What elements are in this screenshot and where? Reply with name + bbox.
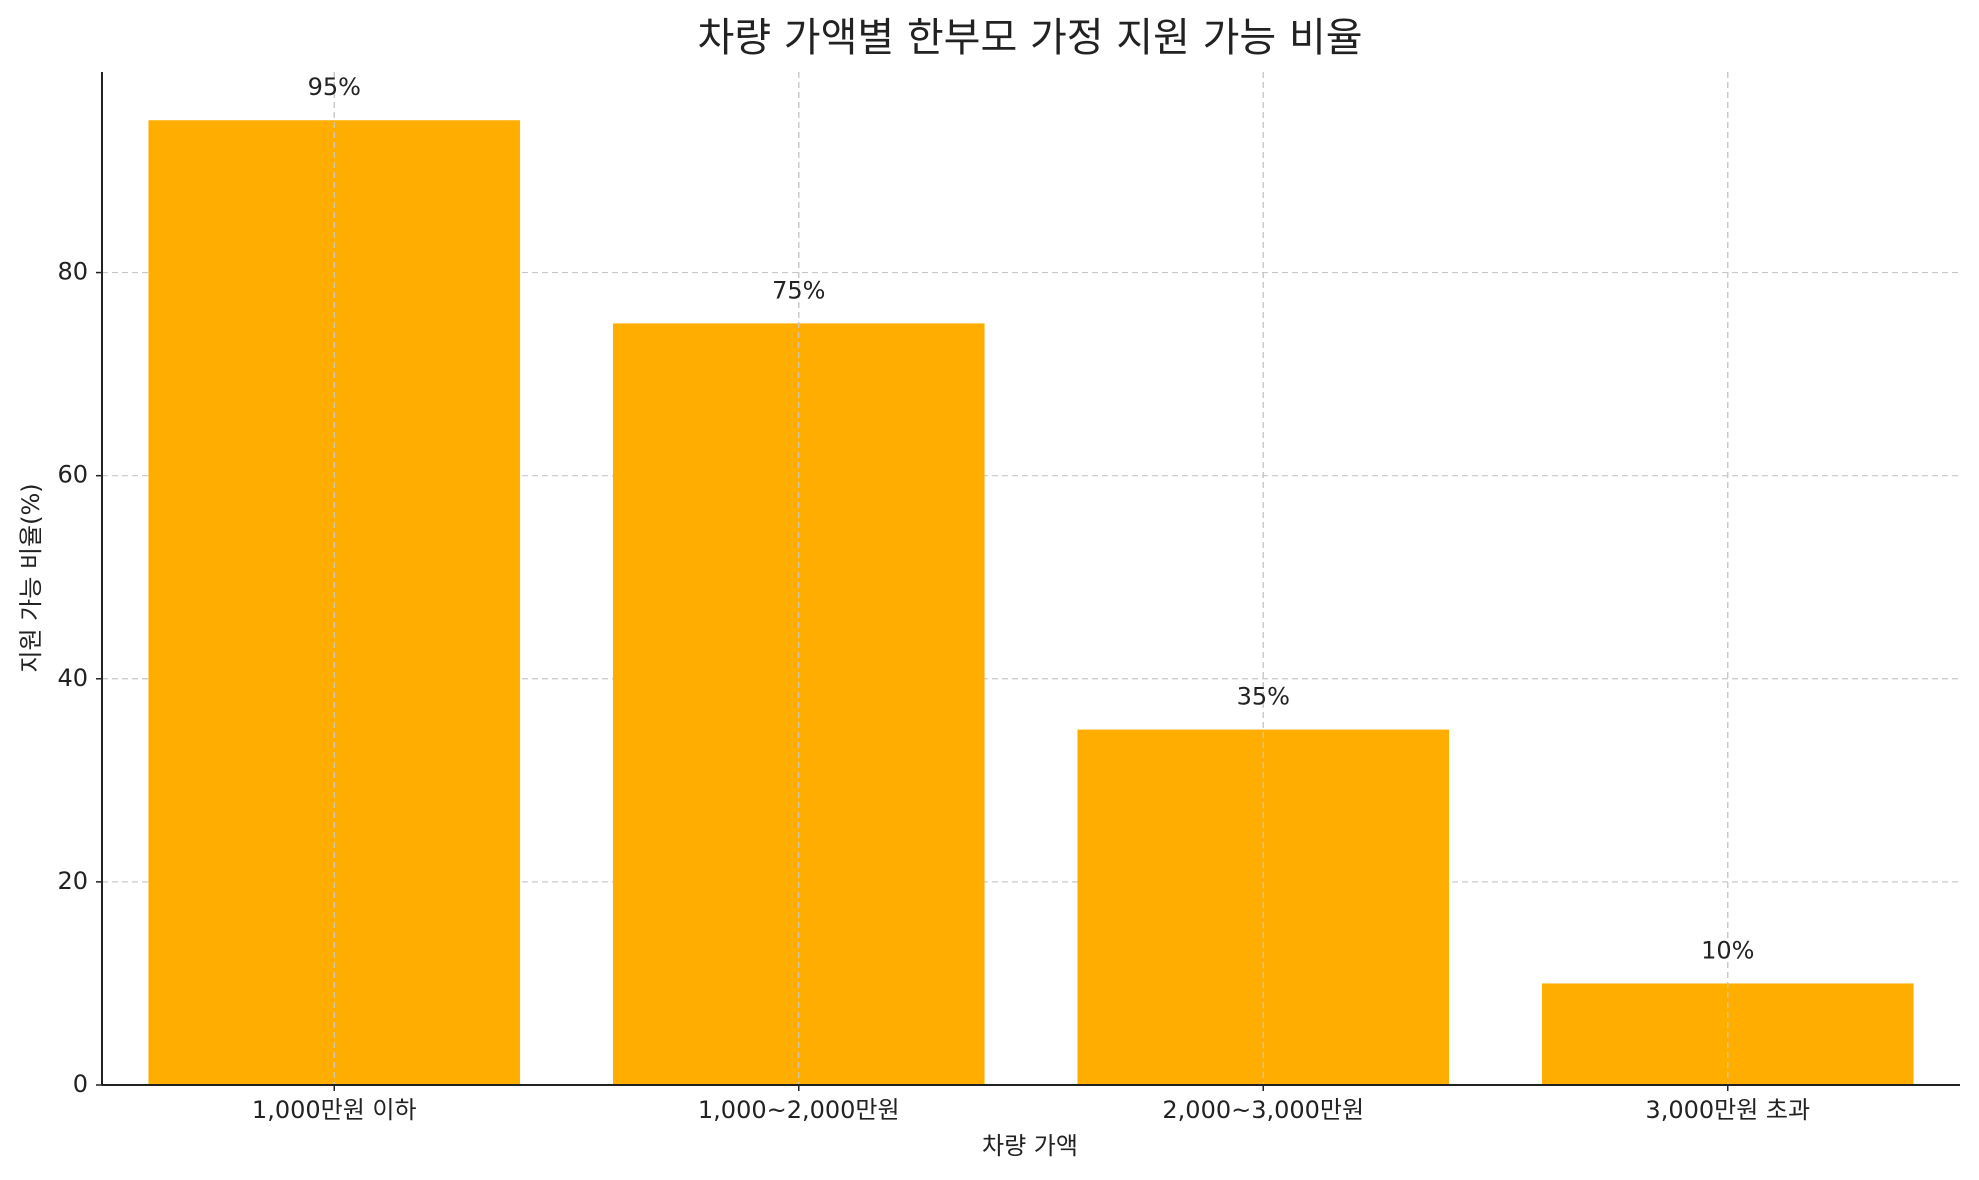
x-axis-label: 차량 가액 (982, 1132, 1078, 1160)
chart-title: 차량 가액별 한부모 가정 지원 가능 비율 (697, 15, 1362, 61)
x-tick-label: 1,000만원 이하 (252, 1096, 417, 1124)
y-tick-label: 40 (57, 664, 88, 692)
y-tick-label: 0 (73, 1070, 88, 1098)
y-tick-label: 80 (57, 258, 88, 286)
x-tick-label: 1,000~2,000만원 (698, 1096, 900, 1124)
value-label: 95% (308, 73, 361, 101)
value-label: 35% (1237, 683, 1290, 711)
y-axis-label: 지원 가능 비율(%) (17, 483, 45, 672)
x-tick-label: 2,000~3,000만원 (1162, 1096, 1364, 1124)
value-label: 75% (772, 276, 825, 304)
y-tick-label: 20 (57, 867, 88, 895)
y-tick-label: 60 (57, 461, 88, 489)
value-label: 10% (1701, 936, 1754, 964)
x-tick-label: 3,000만원 초과 (1645, 1096, 1810, 1124)
